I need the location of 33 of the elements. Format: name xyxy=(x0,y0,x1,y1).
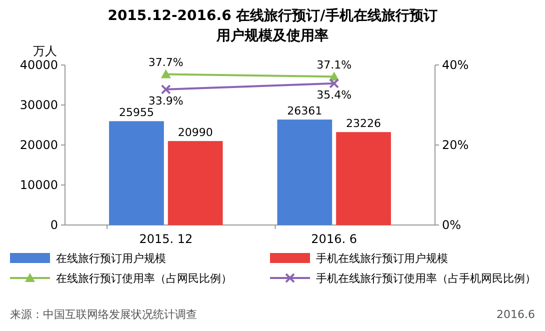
x-tick-label: 2016. 6 xyxy=(311,232,357,246)
text: 2016.6 xyxy=(496,308,535,321)
chart-title: 2015.12-2016.6 在线旅行预订/手机在线旅行预订 xyxy=(108,7,438,24)
y2-tick-label: 20% xyxy=(442,138,469,152)
bar xyxy=(109,121,164,225)
data-label: 23226 xyxy=(346,117,382,130)
data-label: 20990 xyxy=(178,126,213,140)
x-tick-label: 2015. 12 xyxy=(139,232,193,246)
y-axis-title: 万人 xyxy=(33,44,57,58)
legend-label: 手机在线旅行预订用户规模 xyxy=(316,252,448,265)
data-label: 35.4% xyxy=(316,88,352,102)
data-label: 26361 xyxy=(287,104,322,118)
bar xyxy=(336,132,391,225)
bar xyxy=(168,141,223,225)
y-tick-label: 0 xyxy=(50,218,58,232)
bar xyxy=(277,120,332,225)
point xyxy=(160,84,171,94)
data-label: 25955 xyxy=(118,106,154,120)
point xyxy=(329,78,340,88)
y-tick-label: 20000 xyxy=(20,138,58,152)
y-tick-label: 30000 xyxy=(20,98,58,112)
legend-label: 在线旅行预订用户规模 xyxy=(56,252,166,265)
data-label: 37.1% xyxy=(316,58,352,72)
y2-tick-label: 40% xyxy=(442,58,469,72)
legend-label: 手机在线旅行预订使用率（占手机网民比例） xyxy=(316,272,536,285)
chart-subtitle: 用户规模及使用率 xyxy=(216,27,328,44)
y-tick-label: 10000 xyxy=(20,178,58,192)
legend-label: 在线旅行预订使用率（占网民比例） xyxy=(56,272,232,285)
y-tick-label: 40000 xyxy=(20,58,58,72)
data-label: 33.9% xyxy=(148,94,184,108)
source-note: 来源：中国互联网络发展状况统计调查 xyxy=(10,308,197,321)
data-label: 37.7% xyxy=(148,56,184,70)
y2-tick-label: 0% xyxy=(442,218,462,232)
